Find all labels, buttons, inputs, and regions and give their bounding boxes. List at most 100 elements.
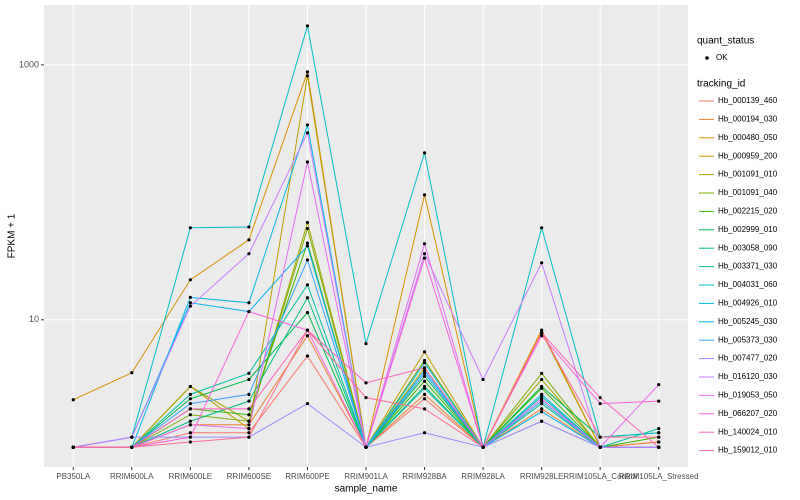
point [422,392,427,396]
point [540,402,544,406]
point [71,445,75,449]
point [657,399,661,403]
point [657,431,661,435]
point [188,226,192,230]
point [130,371,134,375]
point [540,397,544,401]
point [305,123,310,127]
y-tick-label: 10 [29,314,39,324]
point [247,301,251,305]
point [540,331,544,335]
x-tick-label: RRIM928BA [402,472,447,481]
x-tick-label: RRIM600LA [110,472,154,481]
point [422,407,427,411]
point [364,396,368,400]
point [305,241,310,245]
point [422,374,427,378]
point [422,379,427,383]
point [305,296,310,300]
legend-label: Hb_001091_040 [718,188,778,197]
point [422,431,427,435]
point [188,440,192,444]
point [422,371,427,375]
point [540,384,544,389]
point [247,252,251,256]
x-tick-label: RRIM105LA_Control [563,472,637,481]
point [422,256,427,260]
x-tick-label: RRIM600PE [285,472,329,481]
point [305,220,310,225]
point [188,435,192,439]
legend-label: Hb_002215_020 [718,207,778,216]
legend-label: Hb_002999_010 [718,225,778,234]
point [247,371,251,375]
legend-title: quant_status [697,36,754,47]
point [305,24,310,28]
legend-label: Hb_000139_460 [718,96,778,105]
point [188,431,192,435]
point [540,377,544,382]
point [364,445,368,449]
x-tick-label: RRIM600SE [227,472,271,481]
point [188,407,192,411]
point [422,386,427,390]
point [305,74,310,78]
point [188,413,192,417]
point [247,427,251,431]
point [305,310,310,315]
point [540,399,544,403]
x-tick-label: RRIM928LE [520,472,564,481]
point [422,397,427,401]
point [305,334,310,338]
point [247,399,251,403]
point [422,366,427,370]
point [247,431,251,435]
legend-label: Hb_000194_030 [718,115,778,124]
x-tick-label: RRIM928LA [461,472,505,481]
point [247,423,251,427]
point [481,377,485,382]
legend-label: Hb_016120_030 [718,372,778,381]
point [540,371,544,375]
legend-label: Hb_003371_030 [718,262,778,271]
point [305,70,310,74]
legend-label: Hb_004926_010 [718,299,778,308]
point [247,435,251,439]
y-axis-title: FPKM + 1 [7,213,18,258]
point [247,225,251,229]
x-tick-label: RRIM901LA [344,472,388,481]
point [247,377,251,382]
point [598,435,602,439]
point [422,252,427,256]
point [305,226,310,231]
legend-label: OK [716,53,728,62]
point [305,131,310,135]
point [305,328,310,332]
point [305,283,310,287]
point [657,440,661,444]
point [422,361,427,365]
legend-point [705,56,709,60]
point [540,334,544,338]
point [657,383,661,387]
x-tick-label: PB350LA [56,472,90,481]
legend-label: Hb_005373_030 [718,335,778,344]
point [188,397,192,401]
point [598,445,602,449]
point [422,151,427,155]
point [188,295,192,299]
legend-label: Hb_019053_050 [718,391,778,400]
point [598,402,602,406]
x-tick-label: RRIM105LA_Stressed [619,472,699,481]
legend-label: Hb_066207_020 [718,409,778,418]
point [247,407,251,411]
point [130,435,134,439]
point [481,445,485,449]
point [188,304,192,308]
y-tick-label: 1000 [19,59,39,69]
point [657,435,661,439]
point [540,410,544,414]
point [130,445,134,449]
point [71,398,75,402]
